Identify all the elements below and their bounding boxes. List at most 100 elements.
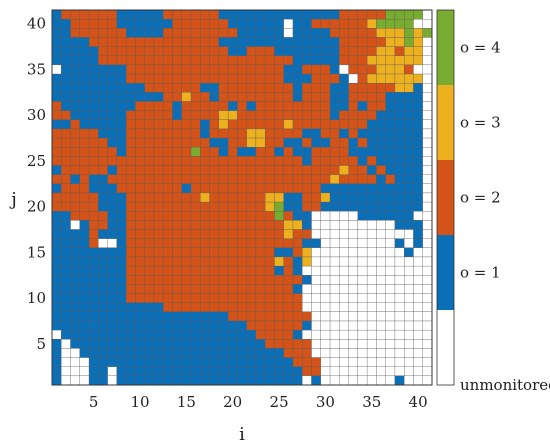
heatmap-cell (385, 37, 396, 47)
heatmap-cell (61, 293, 71, 303)
heatmap-cell (181, 220, 192, 230)
heatmap-cell (61, 73, 71, 84)
heatmap-cell (172, 357, 182, 367)
heatmap-cell (98, 9, 108, 20)
heatmap-cell (283, 18, 294, 29)
heatmap-cell (274, 339, 284, 349)
heatmap-cell (227, 174, 238, 185)
heatmap-cell (404, 375, 414, 386)
heatmap-cell (163, 165, 173, 175)
heatmap-cell (329, 329, 340, 340)
heatmap-cell (366, 119, 377, 130)
heatmap-cell (422, 101, 433, 111)
heatmap-cell (339, 28, 349, 38)
heatmap-cell (283, 101, 294, 111)
heatmap-cell (246, 110, 257, 120)
heatmap-cell (357, 137, 368, 148)
heatmap-cell (302, 101, 312, 111)
heatmap-cell (144, 320, 155, 331)
heatmap-cell (413, 165, 423, 175)
heatmap-cell (264, 137, 275, 148)
heatmap-cell (320, 311, 331, 322)
heatmap-cell (144, 229, 155, 239)
heatmap-cell (218, 9, 229, 20)
heatmap-cell (79, 320, 90, 331)
heatmap-cell (153, 174, 164, 185)
heatmap-cell (404, 366, 414, 377)
heatmap-cell (264, 201, 275, 212)
heatmap-cell (98, 275, 108, 285)
heatmap-cell (302, 284, 312, 294)
heatmap-cell (366, 211, 377, 221)
heatmap-cell (385, 101, 396, 111)
heatmap-cell (413, 82, 423, 93)
heatmap-cell (376, 293, 386, 303)
heatmap-cell (181, 320, 192, 331)
heatmap-cell (116, 375, 127, 386)
heatmap-cell (200, 37, 210, 47)
heatmap-cell (227, 9, 238, 20)
heatmap-cell (357, 192, 368, 203)
y-tick-label: 20 (27, 198, 46, 216)
heatmap-cell (422, 110, 433, 120)
heatmap-cell (218, 119, 229, 130)
heatmap-cell (246, 147, 257, 157)
heatmap-cell (357, 265, 368, 276)
heatmap-cell (144, 357, 155, 367)
heatmap-cell (385, 147, 396, 157)
heatmap-cell (394, 238, 405, 249)
heatmap-cell (79, 137, 90, 148)
heatmap-cell (172, 64, 182, 75)
heatmap-cell (209, 229, 220, 239)
heatmap-cell (413, 119, 423, 130)
heatmap-cell (163, 110, 173, 120)
heatmap-cell (385, 165, 396, 175)
heatmap-cell (422, 320, 433, 331)
heatmap-cell (153, 18, 164, 29)
heatmap-cell (404, 147, 414, 157)
heatmap-cell (292, 18, 303, 29)
heatmap-cell (116, 247, 127, 258)
heatmap-cell (227, 302, 238, 313)
heatmap-cell (311, 92, 322, 102)
heatmap-cell (385, 64, 396, 75)
heatmap-cell (246, 238, 257, 249)
heatmap-cell (107, 37, 118, 47)
heatmap-cell (107, 329, 118, 340)
heatmap-cell (61, 329, 71, 340)
heatmap-cell (311, 220, 322, 230)
heatmap-cell (394, 329, 405, 340)
heatmap-cell (329, 265, 340, 276)
heatmap-cell (422, 284, 433, 294)
heatmap-cell (246, 64, 257, 75)
heatmap-cell (385, 192, 396, 203)
heatmap-cell (172, 275, 182, 285)
heatmap-cell (61, 366, 71, 377)
heatmap-cell (144, 284, 155, 294)
heatmap-cell (320, 293, 331, 303)
heatmap-cell (274, 28, 284, 38)
heatmap-cell (255, 229, 266, 239)
heatmap-cell (172, 201, 182, 212)
heatmap-cell (61, 64, 71, 75)
heatmap-cell (348, 55, 359, 66)
heatmap-cell (385, 183, 396, 194)
heatmap-cell (172, 110, 182, 120)
heatmap-cell (79, 174, 90, 185)
heatmap-cell (116, 183, 127, 194)
heatmap-cell (218, 147, 229, 157)
heatmap-cell (376, 147, 386, 157)
heatmap-cell (218, 73, 229, 84)
heatmap-cell (153, 220, 164, 230)
heatmap-cell (329, 238, 340, 249)
heatmap-cell (144, 147, 155, 157)
heatmap-cell (107, 220, 118, 230)
heatmap-cell (218, 156, 229, 166)
heatmap-cell (366, 238, 377, 249)
heatmap-cell (385, 220, 396, 230)
heatmap-cell (357, 238, 368, 249)
heatmap-cell (107, 256, 118, 267)
heatmap-cell (274, 366, 284, 377)
heatmap-cell (292, 101, 303, 111)
heatmap-cell (125, 119, 136, 130)
